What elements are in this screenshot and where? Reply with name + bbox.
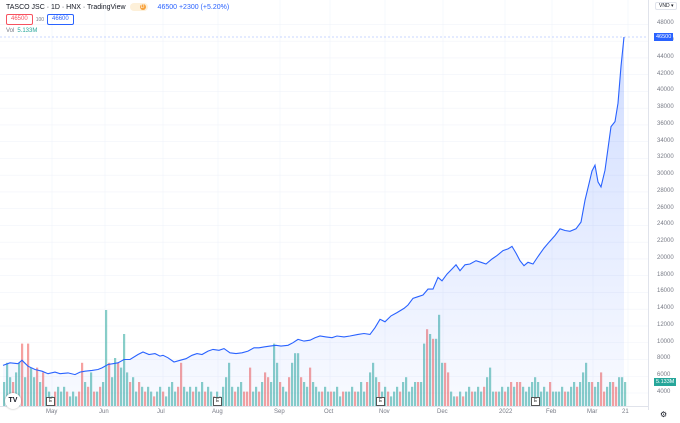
y-tick-label: 14000 — [657, 305, 674, 312]
x-tick-label: Dec — [437, 409, 448, 415]
grid-lines — [0, 0, 648, 406]
x-tick-label: Jul — [157, 409, 165, 415]
x-tick-label: Aug — [212, 409, 223, 415]
buy-button[interactable]: 46600 — [47, 14, 74, 25]
x-tick-label: Oct — [324, 409, 334, 415]
y-tick-label: 20000 — [657, 254, 674, 261]
y-tick-label: 48000 — [657, 20, 674, 27]
price-axis[interactable]: VND ▾ — [648, 0, 680, 410]
x-tick-label: Jun — [99, 409, 109, 415]
sell-button[interactable]: 46500 — [6, 14, 33, 25]
last-price-tag: 46500 — [654, 33, 674, 41]
x-tick-label: Mar — [587, 409, 598, 415]
x-tick-label: Sep — [274, 409, 285, 415]
spread-value: 100 — [35, 16, 45, 23]
y-tick-label: 32000 — [657, 154, 674, 161]
volume-value: 5.133M — [17, 28, 38, 34]
y-tick-label: 12000 — [657, 321, 674, 328]
time-axis[interactable] — [0, 406, 648, 423]
volume-tag: 5.133M — [654, 378, 677, 386]
x-tick-label: 21 — [622, 409, 629, 415]
y-tick-label: 18000 — [657, 271, 674, 278]
x-tick-label: 2022 — [499, 409, 513, 415]
volume-label: Vol — [6, 28, 15, 34]
y-tick-label: 36000 — [657, 120, 674, 127]
price-change: 46500 +2300 (+5.20%) — [157, 3, 230, 11]
y-tick-label: 16000 — [657, 288, 674, 295]
volume-legend: Vol 5.133M — [6, 28, 37, 34]
symbol-title[interactable]: TASCO JSC · 1D · HNX · TradingView — [6, 3, 126, 11]
currency-selector[interactable]: VND ▾ — [655, 2, 678, 10]
status-d-icon: D — [139, 4, 146, 10]
earnings-marker-icon[interactable]: E — [46, 397, 55, 406]
earnings-marker-icon[interactable]: E — [531, 397, 540, 406]
earnings-marker-icon[interactable]: E — [213, 397, 222, 406]
tradingview-logo-icon[interactable]: TV — [5, 393, 21, 409]
y-tick-label: 40000 — [657, 87, 674, 94]
y-tick-label: 44000 — [657, 53, 674, 60]
y-tick-label: 28000 — [657, 187, 674, 194]
settings-gear-icon[interactable]: ⚙ — [660, 410, 668, 419]
price-area-fill — [3, 37, 624, 406]
y-tick-label: 24000 — [657, 221, 674, 228]
y-tick-label: 22000 — [657, 238, 674, 245]
price-line — [2, 36, 625, 376]
chart-legend: TASCO JSC · 1D · HNX · TradingView D 465… — [6, 3, 229, 11]
y-tick-label: 38000 — [657, 104, 674, 111]
y-tick-label: 30000 — [657, 171, 674, 178]
y-tick-label: 26000 — [657, 204, 674, 211]
y-tick-label: 4000 — [657, 389, 671, 395]
y-tick-label: 6000 — [657, 372, 671, 379]
trade-buttons: 46500 100 46600 — [6, 14, 74, 25]
earnings-marker-icon[interactable]: E — [376, 397, 385, 406]
x-tick-label: Feb — [546, 409, 557, 415]
y-tick-label: 42000 — [657, 70, 674, 77]
y-tick-label: 34000 — [657, 137, 674, 144]
x-tick-label: Nov — [379, 409, 390, 415]
y-tick-label: 8000 — [657, 355, 671, 362]
x-tick-label: May — [46, 409, 58, 415]
y-tick-label: 10000 — [657, 338, 674, 345]
market-status-badge[interactable]: D — [129, 3, 148, 11]
